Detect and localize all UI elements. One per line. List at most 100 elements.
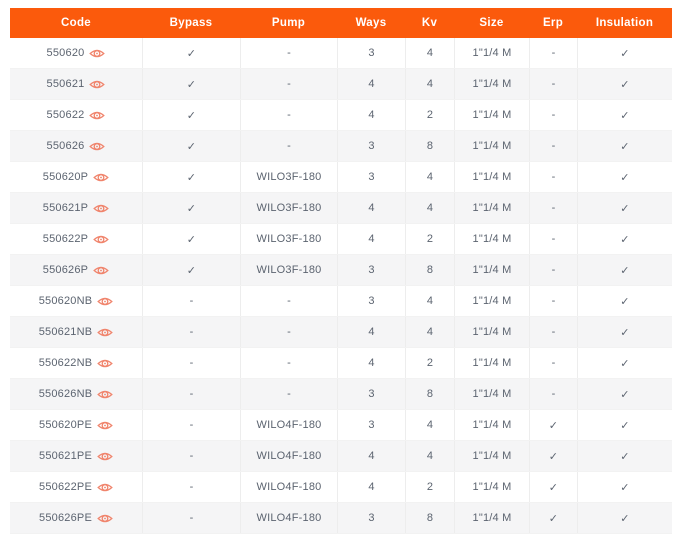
table-header-row: Code Bypass Pump Ways Kv Size Erp Insula… bbox=[10, 8, 672, 38]
size-cell: 1"1/4 M bbox=[454, 193, 529, 223]
size-cell: 1"1/4 M bbox=[454, 472, 529, 502]
erp-cell: - bbox=[529, 379, 577, 409]
eye-icon[interactable] bbox=[93, 233, 109, 246]
table-row: 550621PE - WILO4F-180 4 4 1"1/4 M ✓ ✓ bbox=[10, 441, 672, 472]
product-table: Code Bypass Pump Ways Kv Size Erp Insula… bbox=[10, 8, 672, 534]
bypass-cell: ✓ bbox=[142, 162, 240, 192]
pump-cell: - bbox=[240, 348, 337, 378]
kv-cell: 4 bbox=[405, 38, 454, 68]
kv-cell: 8 bbox=[405, 255, 454, 285]
table-row: 550620PE - WILO4F-180 3 4 1"1/4 M ✓ ✓ bbox=[10, 410, 672, 441]
kv-cell: 4 bbox=[405, 410, 454, 440]
code-label: 550621 bbox=[46, 78, 85, 90]
erp-cell: - bbox=[529, 317, 577, 347]
code-cell: 550626NB bbox=[10, 379, 142, 409]
code-label: 550622 bbox=[46, 109, 85, 121]
ways-cell: 3 bbox=[337, 38, 405, 68]
bypass-cell: ✓ bbox=[142, 255, 240, 285]
code-cell: 550626 bbox=[10, 131, 142, 161]
size-cell: 1"1/4 M bbox=[454, 317, 529, 347]
column-header-insulation: Insulation bbox=[595, 17, 654, 29]
kv-cell: 8 bbox=[405, 379, 454, 409]
eye-icon[interactable] bbox=[97, 450, 113, 463]
pump-cell: WILO3F-180 bbox=[240, 162, 337, 192]
size-cell: 1"1/4 M bbox=[454, 255, 529, 285]
table-row: 550622 ✓ - 4 2 1"1/4 M - ✓ bbox=[10, 100, 672, 131]
table-body: 550620 ✓ - 3 4 1"1/4 M - ✓ 550621 bbox=[10, 38, 672, 534]
table-row: 550621P ✓ WILO3F-180 4 4 1"1/4 M - ✓ bbox=[10, 193, 672, 224]
eye-icon[interactable] bbox=[97, 419, 113, 432]
eye-icon[interactable] bbox=[97, 357, 114, 370]
erp-cell: - bbox=[529, 286, 577, 316]
eye-icon[interactable] bbox=[89, 78, 106, 91]
pump-cell: - bbox=[240, 131, 337, 161]
table-row: 550620NB - - 3 4 1"1/4 M - ✓ bbox=[10, 286, 672, 317]
code-cell: 550626P bbox=[10, 255, 142, 285]
bypass-cell: - bbox=[142, 472, 240, 502]
ways-cell: 4 bbox=[337, 348, 405, 378]
size-cell: 1"1/4 M bbox=[454, 69, 529, 99]
kv-cell: 2 bbox=[405, 224, 454, 254]
ways-cell: 4 bbox=[337, 224, 405, 254]
insulation-cell: ✓ bbox=[577, 69, 672, 99]
code-label: 550620 bbox=[46, 47, 85, 59]
insulation-cell: ✓ bbox=[577, 379, 672, 409]
table-row: 550626PE - WILO4F-180 3 8 1"1/4 M ✓ ✓ bbox=[10, 503, 672, 534]
table-row: 550622PE - WILO4F-180 4 2 1"1/4 M ✓ ✓ bbox=[10, 472, 672, 503]
erp-cell: - bbox=[529, 255, 577, 285]
pump-cell: - bbox=[240, 69, 337, 99]
table-row: 550620 ✓ - 3 4 1"1/4 M - ✓ bbox=[10, 38, 672, 69]
ways-cell: 3 bbox=[337, 286, 405, 316]
pump-cell: WILO4F-180 bbox=[240, 472, 337, 502]
ways-cell: 4 bbox=[337, 69, 405, 99]
size-cell: 1"1/4 M bbox=[454, 348, 529, 378]
kv-cell: 4 bbox=[405, 317, 454, 347]
insulation-cell: ✓ bbox=[577, 286, 672, 316]
eye-icon[interactable] bbox=[93, 171, 109, 184]
bypass-cell: ✓ bbox=[142, 69, 240, 99]
eye-icon[interactable] bbox=[93, 264, 109, 277]
erp-cell: ✓ bbox=[529, 441, 577, 471]
code-label: 550626 bbox=[46, 140, 85, 152]
insulation-cell: ✓ bbox=[577, 503, 672, 533]
eye-icon[interactable] bbox=[89, 47, 106, 60]
pump-cell: - bbox=[240, 379, 337, 409]
kv-cell: 4 bbox=[405, 193, 454, 223]
code-label: 550622NB bbox=[38, 357, 93, 369]
code-cell: 550620PE bbox=[10, 410, 142, 440]
code-label: 550622PE bbox=[39, 481, 92, 493]
insulation-cell: ✓ bbox=[577, 162, 672, 192]
table-row: 550622NB - - 4 2 1"1/4 M - ✓ bbox=[10, 348, 672, 379]
size-cell: 1"1/4 M bbox=[454, 379, 529, 409]
erp-cell: - bbox=[529, 162, 577, 192]
size-cell: 1"1/4 M bbox=[454, 410, 529, 440]
eye-icon[interactable] bbox=[93, 202, 109, 215]
size-cell: 1"1/4 M bbox=[454, 162, 529, 192]
code-label: 550620P bbox=[42, 171, 89, 183]
table-row: 550626 ✓ - 3 8 1"1/4 M - ✓ bbox=[10, 131, 672, 162]
code-label: 550622P bbox=[42, 233, 89, 245]
insulation-cell: ✓ bbox=[577, 100, 672, 130]
bypass-cell: - bbox=[142, 317, 240, 347]
eye-icon[interactable] bbox=[97, 388, 114, 401]
kv-cell: 4 bbox=[405, 286, 454, 316]
eye-icon[interactable] bbox=[97, 326, 114, 339]
pump-cell: WILO3F-180 bbox=[240, 224, 337, 254]
eye-icon[interactable] bbox=[97, 481, 113, 494]
insulation-cell: ✓ bbox=[577, 193, 672, 223]
bypass-cell: - bbox=[142, 410, 240, 440]
ways-cell: 3 bbox=[337, 255, 405, 285]
column-header-code: Code bbox=[61, 17, 91, 29]
ways-cell: 3 bbox=[337, 410, 405, 440]
kv-cell: 8 bbox=[405, 503, 454, 533]
erp-cell: ✓ bbox=[529, 472, 577, 502]
eye-icon[interactable] bbox=[97, 512, 113, 525]
eye-icon[interactable] bbox=[89, 109, 106, 122]
eye-icon[interactable] bbox=[89, 140, 106, 153]
bypass-cell: ✓ bbox=[142, 193, 240, 223]
eye-icon[interactable] bbox=[97, 295, 114, 308]
column-header-ways: Ways bbox=[355, 17, 387, 29]
size-cell: 1"1/4 M bbox=[454, 441, 529, 471]
size-cell: 1"1/4 M bbox=[454, 38, 529, 68]
pump-cell: WILO4F-180 bbox=[240, 410, 337, 440]
